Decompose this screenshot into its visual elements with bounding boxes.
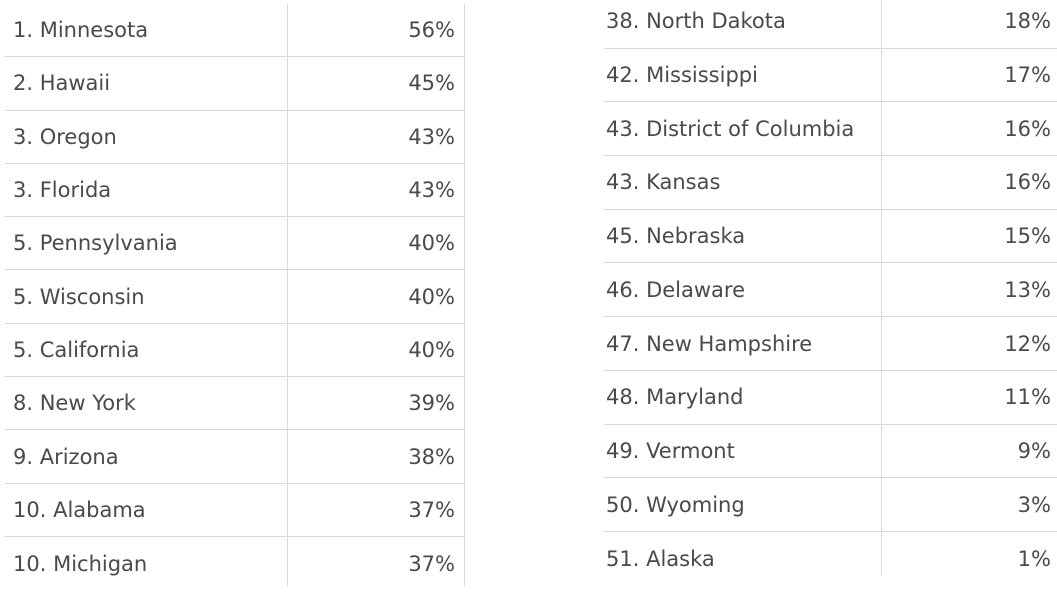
table-row: 51. Alaska 1% xyxy=(604,532,1057,586)
state-cell: 45. Nebraska xyxy=(606,224,746,249)
percent-cell: 40% xyxy=(408,284,455,309)
percent-cell: 15% xyxy=(1004,224,1051,249)
percent-cell: 37% xyxy=(408,551,455,576)
table-row: 3. Oregon 43% xyxy=(5,111,465,164)
percent-cell: 43% xyxy=(408,124,455,149)
state-cell: 5. California xyxy=(13,337,140,362)
percent-cell: 16% xyxy=(1004,116,1051,141)
percent-cell: 12% xyxy=(1004,331,1051,356)
table-row: 45. Nebraska 15% xyxy=(604,210,1057,264)
state-cell: 43. Kansas xyxy=(606,170,721,195)
percent-cell: 11% xyxy=(1004,385,1051,410)
table-row: 48. Maryland 11% xyxy=(604,371,1057,425)
state-cell: 49. Vermont xyxy=(606,438,735,463)
percent-cell: 38% xyxy=(408,444,455,469)
table-row: 10. Alabama 37% xyxy=(5,484,465,537)
table-row: 9. Arizona 38% xyxy=(5,430,465,484)
percent-cell: 13% xyxy=(1004,277,1051,302)
percent-cell: 17% xyxy=(1004,63,1051,88)
table-row: 3. Florida 43% xyxy=(5,164,465,218)
table-row: 8. New York 39% xyxy=(5,377,465,431)
state-cell: 10. Michigan xyxy=(13,551,148,576)
state-cell: 47. New Hampshire xyxy=(606,331,813,356)
state-cell: 2. Hawaii xyxy=(13,71,111,96)
state-cell: 8. New York xyxy=(13,391,136,416)
percent-cell: 56% xyxy=(408,18,455,43)
table-row: 5. Wisconsin 40% xyxy=(5,271,465,324)
table: 1. Minnesota 56% 2. Hawaii 45% 3. Oregon 43% 3… xyxy=(5,4,465,586)
state-cell: 9. Arizona xyxy=(13,444,119,469)
table-border xyxy=(464,4,465,586)
state-cell: 5. Pennsylvania xyxy=(13,231,178,256)
state-cell: 51. Alaska xyxy=(606,546,715,571)
percent-cell: 3% xyxy=(1017,492,1051,517)
table-row: 42. Mississippi 17% xyxy=(604,49,1057,103)
table-row: 43. Kansas 16% xyxy=(604,156,1057,210)
column-divider xyxy=(881,0,882,576)
state-cell: 5. Wisconsin xyxy=(13,284,145,309)
table-row: 46. Delaware 13% xyxy=(604,264,1057,318)
percent-cell: 43% xyxy=(408,178,455,203)
table-row: 50. Wyoming 3% xyxy=(604,478,1057,532)
table-row: 43. District of Columbia 16% xyxy=(604,102,1057,157)
state-cell: 3. Oregon xyxy=(13,124,117,149)
percent-cell: 39% xyxy=(408,391,455,416)
state-cell: 43. District of Columbia xyxy=(606,116,855,141)
state-cell: 3. Florida xyxy=(13,178,112,203)
table-row: 38. North Dakota 18% xyxy=(604,0,1057,49)
percent-cell: 9% xyxy=(1017,438,1051,463)
table-row: 5. Pennsylvania 40% xyxy=(5,217,465,271)
table-row: 2. Hawaii 45% xyxy=(5,57,465,111)
table-row: 10. Michigan 37% xyxy=(5,537,465,590)
table-row: 1. Minnesota 56% xyxy=(5,4,465,58)
percent-cell: 1% xyxy=(1017,546,1051,571)
percent-cell: 16% xyxy=(1004,170,1051,195)
percent-cell: 40% xyxy=(408,231,455,256)
percent-cell: 18% xyxy=(1004,9,1051,34)
state-cell: 50. Wyoming xyxy=(606,492,745,517)
percent-cell: 37% xyxy=(408,497,455,522)
state-cell: 1. Minnesota xyxy=(13,18,149,43)
percent-cell: 40% xyxy=(408,337,455,362)
column-divider xyxy=(287,4,288,586)
table: 38. North Dakota 18% 42. Mississippi 17% 43.… xyxy=(604,0,1057,576)
state-cell: 42. Mississippi xyxy=(606,63,758,88)
state-cell: 10. Alabama xyxy=(13,497,146,522)
table-row: 5. California 40% xyxy=(5,324,465,378)
percent-cell: 45% xyxy=(408,71,455,96)
state-cell: 48. Maryland xyxy=(606,385,744,410)
table-row: 47. New Hampshire 12% xyxy=(604,317,1057,371)
table-row: 49. Vermont 9% xyxy=(604,425,1057,479)
state-cell: 46. Delaware xyxy=(606,277,746,302)
state-cell: 38. North Dakota xyxy=(606,9,786,34)
